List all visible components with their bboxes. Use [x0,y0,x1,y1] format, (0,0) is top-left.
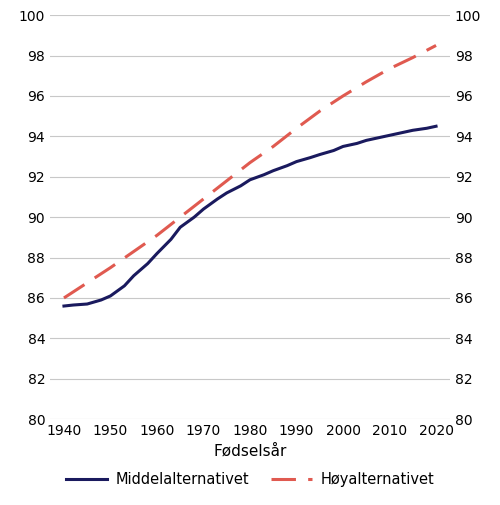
Høyalternativet [364,79,370,85]
Middelalternativet [61,303,67,309]
Middelalternativet [108,293,114,299]
Høyalternativet [108,265,114,271]
Middelalternativet [317,152,323,158]
Middelalternativet [424,125,430,131]
Line: Middelalternativet: Middelalternativet [64,126,436,306]
Middelalternativet [214,196,220,202]
Middelalternativet [270,168,276,174]
Middelalternativet [191,214,197,220]
Høyalternativet [410,55,416,61]
Legend: Middelalternativet, Høyalternativet: Middelalternativet, Høyalternativet [60,466,440,493]
Middelalternativet [354,140,360,146]
Middelalternativet [364,137,370,143]
Middelalternativet [386,132,392,138]
Middelalternativet [330,147,336,154]
Middelalternativet [224,190,230,196]
Høyalternativet [177,214,183,220]
Middelalternativet [261,172,267,178]
Middelalternativet [98,297,104,303]
Middelalternativet [247,177,253,183]
Middelalternativet [400,129,406,135]
Middelalternativet [154,250,160,257]
Høyalternativet [154,232,160,238]
Middelalternativet [433,123,439,129]
Middelalternativet [377,134,383,140]
Middelalternativet [284,163,290,169]
Middelalternativet [340,143,346,149]
Høyalternativet [247,160,253,166]
Høyalternativet [130,248,136,255]
Middelalternativet [200,206,206,212]
Høyalternativet [224,178,230,184]
Middelalternativet [168,236,174,242]
Middelalternativet [238,183,244,189]
Høyalternativet [433,42,439,48]
Høyalternativet [84,280,90,286]
Middelalternativet [130,273,136,279]
Middelalternativet [410,127,416,133]
Middelalternativet [144,261,150,267]
Høyalternativet [340,93,346,99]
Middelalternativet [122,283,128,289]
Høyalternativet [61,295,67,301]
Line: Høyalternativet: Høyalternativet [64,45,436,298]
X-axis label: Fødselsår: Fødselsår [214,443,286,459]
Middelalternativet [294,159,300,165]
Middelalternativet [177,224,183,230]
Høyalternativet [386,66,392,72]
Middelalternativet [308,155,314,161]
Høyalternativet [270,143,276,149]
Middelalternativet [84,301,90,307]
Høyalternativet [294,125,300,131]
Høyalternativet [200,196,206,202]
Middelalternativet [70,302,76,308]
Høyalternativet [317,108,323,114]
